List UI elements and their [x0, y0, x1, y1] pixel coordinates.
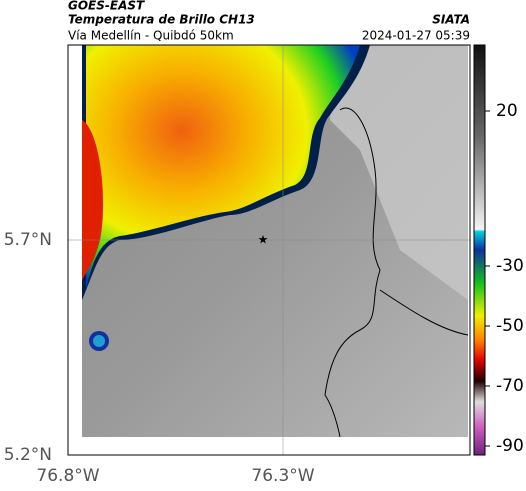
- colorbar-tick-label: -90: [496, 436, 524, 456]
- colorbar-tick-label: -50: [496, 316, 524, 336]
- datetime: 2024-01-27 05:39: [362, 29, 470, 43]
- colorbar: [473, 44, 486, 456]
- map-image: ★: [68, 45, 470, 455]
- map-frame: [67, 44, 471, 456]
- subtitle: Vía Medellín - Quibdó 50km: [68, 29, 234, 43]
- agency: SIATA: [432, 13, 470, 27]
- axis-labels: 76.8°W 76.3°W 5.7°N 5.2°N: [4, 230, 315, 486]
- x-axis-label: 76.3°W: [251, 466, 314, 486]
- svg-text:★: ★: [258, 233, 269, 247]
- colorbar-tick-label: -30: [496, 256, 524, 276]
- x-axis-label: 76.8°W: [36, 466, 99, 486]
- colorbar-tick-label: -70: [496, 376, 524, 396]
- colorbar-tick-label: 20: [496, 101, 518, 121]
- y-axis-label: 5.7°N: [4, 230, 52, 250]
- colorbar-ticks: 20 -30 -50 -70 -90: [485, 101, 524, 456]
- title: Temperatura de Brillo CH13: [68, 13, 255, 27]
- y-axis-label: 5.2°N: [4, 445, 52, 465]
- source: GOES-EAST: [68, 0, 145, 13]
